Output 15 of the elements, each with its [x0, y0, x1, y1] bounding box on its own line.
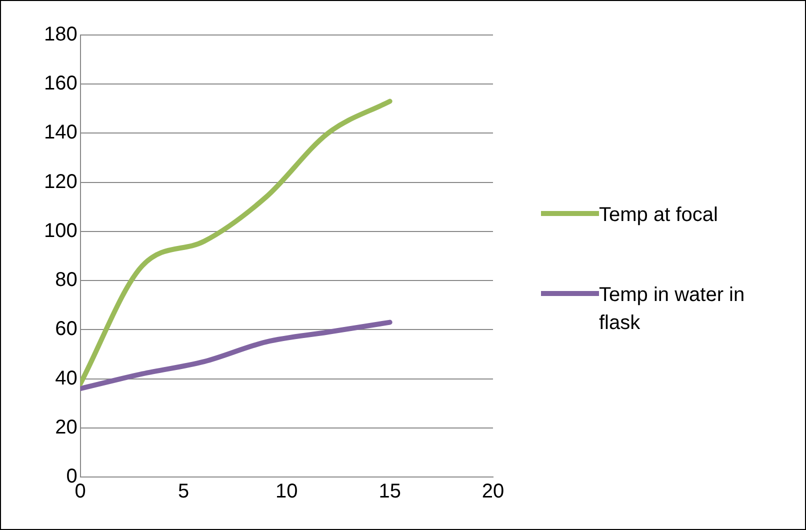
y-tick-label: 120: [44, 170, 78, 193]
legend-label: Temp at focal: [599, 203, 718, 228]
y-tick-label: 140: [44, 122, 78, 144]
y-tick-label: 180: [44, 24, 78, 46]
x-tick-label: 5: [178, 480, 190, 503]
y-tick-label: 40: [55, 367, 78, 390]
x-tick-label: 20: [482, 480, 504, 503]
y-tick-label: 60: [55, 318, 78, 340]
x-tick-label: 10: [276, 480, 298, 503]
y-tick-label: 20: [55, 416, 78, 438]
legend-label: Temp in water in flask: [599, 283, 746, 336]
y-tick-label: 80: [55, 269, 78, 292]
y-tick-label: 160: [44, 72, 78, 95]
x-tick-label: 15: [378, 480, 401, 503]
y-tick-label: 100: [44, 220, 78, 242]
